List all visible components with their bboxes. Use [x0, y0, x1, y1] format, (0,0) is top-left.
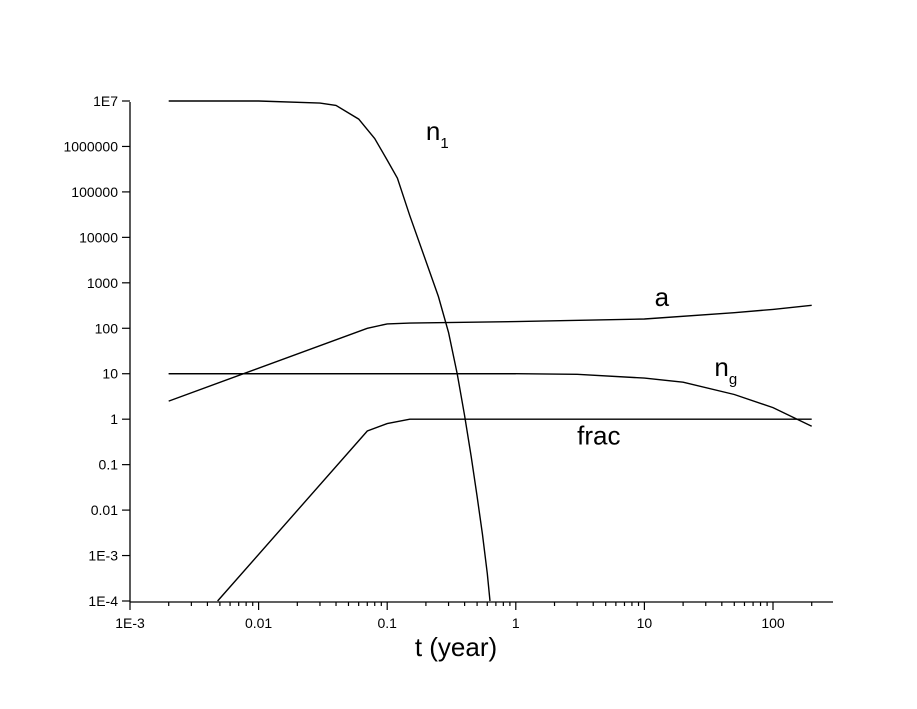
series-label-frac: frac	[577, 420, 620, 450]
y-tick-label: 0.01	[91, 502, 118, 518]
series-group	[168, 100, 813, 602]
series-line-n-1	[168, 100, 491, 602]
y-tick-label: 10000	[79, 229, 118, 245]
x-axis-title: t (year)	[415, 632, 497, 662]
x-ticks: 1E-3 0.01 0.1 1 10 100	[115, 602, 813, 631]
axes	[129, 102, 833, 603]
y-tick-label: 1000	[87, 275, 118, 291]
series-line-frac	[217, 418, 812, 602]
series-label-a: a	[655, 282, 670, 312]
y-tick-label: 10	[102, 366, 118, 382]
y-tick-label: 1	[110, 411, 118, 427]
y-tick-label: 100	[95, 320, 119, 336]
series-line-a	[168, 304, 812, 402]
y-tick-label: 1E-4	[88, 593, 118, 609]
y-tick-label: 1E-3	[88, 548, 118, 564]
series-label-n-1: n1	[426, 116, 449, 152]
x-tick-label: 1	[512, 615, 520, 631]
series-labels: n1 a ng frac	[426, 116, 737, 450]
x-tick-label: 10	[637, 615, 653, 631]
x-tick-label: 0.1	[377, 615, 397, 631]
y-tick-label: 0.1	[99, 457, 119, 473]
y-tick-label: 100000	[71, 184, 118, 200]
x-tick-label: 1E-3	[115, 615, 145, 631]
y-ticks: 1E-4 1E-3 0.01 0.1 1 10 100 1000 10000 100000 1000…	[63, 93, 130, 609]
x-tick-label: 0.01	[245, 615, 272, 631]
y-tick-label: 1000000	[63, 138, 118, 154]
x-tick-label: 100	[761, 615, 785, 631]
y-tick-label: 1E7	[93, 93, 118, 109]
series-label-n-g: ng	[714, 352, 737, 388]
